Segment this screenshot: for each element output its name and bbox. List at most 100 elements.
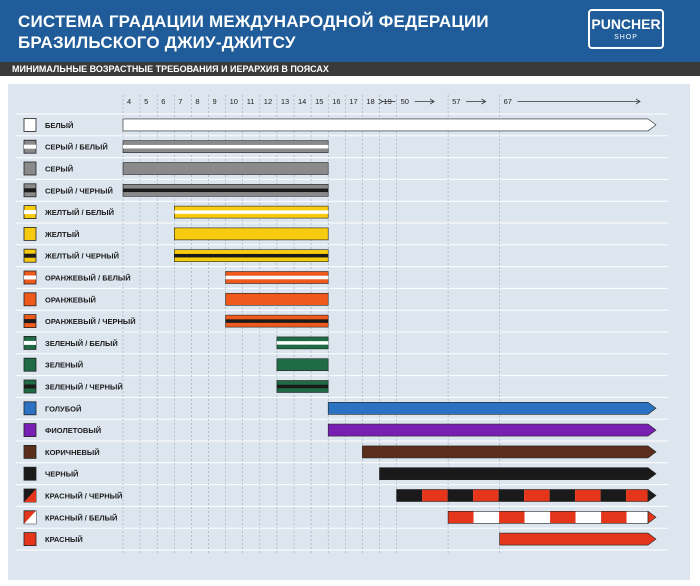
belt-label-1: СЕРЫЙ / БЕЛЫЙ [45,143,108,152]
x-tick-50: 50 [401,97,409,106]
belt-segment-18 [550,511,576,524]
belt-label-10: ЗЕЛЕНЫЙ / БЕЛЫЙ [45,339,118,348]
belt-tip-18 [647,510,657,524]
logo-brand: PUNCHER [591,16,661,32]
x-tick-13: 13 [281,97,289,106]
subtitle-bar: МИНИМАЛЬНЫЕ ВОЗРАСТНЫЕ ТРЕБОВАНИЯ И ИЕРА… [0,62,700,76]
belt-label-12: ЗЕЛЕНЫЙ / ЧЕРНЫЙ [45,383,123,392]
swatch-stripe-1 [24,144,36,149]
swatch-stripe-3 [24,188,36,193]
belt-stripe-7 [225,275,329,280]
x-tick-67: 67 [504,97,512,106]
x-tick-10: 10 [230,97,238,106]
belt-segment-18 [499,511,525,524]
belt-stripe-12 [276,384,329,389]
x-tick-16: 16 [332,97,340,106]
belt-stripe-4 [174,210,329,214]
belt-segment-17 [396,489,423,502]
x-tick-18: 18 [366,97,374,106]
belt-label-18: КРАСНЫЙ / БЕЛЫЙ [45,513,117,522]
belt-tip-17 [647,488,657,503]
belt-outline-17 [396,489,649,502]
belt-segment-17 [422,489,448,502]
x-tick-11: 11 [247,97,255,106]
swatch-14 [23,423,37,438]
swatch-2 [23,161,37,176]
belt-stripe-10 [276,341,329,345]
puncher-logo: PUNCHER SHOP [588,9,664,49]
belt-segment-17 [575,489,601,502]
belt-bar-0 [122,118,657,132]
belt-label-13: ГОЛУБОЙ [45,404,81,413]
belt-bar-19 [499,532,657,546]
swatch-stripe-12 [24,384,36,389]
swatch-diagonal-18 [24,510,36,524]
belt-segment-17 [626,489,648,502]
belt-segment-18 [575,511,602,524]
belt-label-15: КОРИЧНЕВЫЙ [45,448,100,457]
belt-label-8: ОРАНЖЕВЫЙ [45,295,96,304]
belt-bar-13 [327,402,657,415]
belt-segment-18 [473,511,500,524]
belt-label-19: КРАСНЫЙ [45,535,83,544]
belt-segment-17 [498,489,525,502]
belt-segment-18 [626,511,648,524]
swatch-15 [23,444,37,459]
belt-label-5: ЖЕЛТЫЙ [44,230,79,239]
belt-label-3: СЕРЫЙ / ЧЕРНЫЙ [45,186,113,195]
x-tick-5: 5 [144,97,148,106]
belt-label-4: ЖЕЛТЫЙ / БЕЛЫЙ [44,208,114,217]
belt-bar-5 [174,227,329,241]
belt-label-2: СЕРЫЙ [45,165,73,174]
swatch-5 [23,226,37,241]
belt-stripe-9 [225,319,329,323]
belt-segment-17 [524,489,550,502]
belt-segment-18 [601,511,627,524]
belt-bar-16 [379,467,657,480]
belt-label-16: ЧЕРНЫЙ [45,470,78,479]
swatch-19 [23,532,37,546]
belt-label-7: ОРАНЖЕВЫЙ / БЕЛЫЙ [45,274,131,283]
x-tick-8: 8 [195,97,199,106]
belt-bar-2 [122,162,329,175]
x-tick-57: 57 [452,97,460,106]
x-tick-9: 9 [213,97,217,106]
title-line-1: СИСТЕМА ГРАДАЦИИ МЕЖДУНАРОДНОЙ ФЕДЕРАЦИИ [18,12,489,31]
swatch-stripe-6 [24,253,36,258]
belt-segment-18 [524,511,551,524]
logo-sub: SHOP [614,34,638,41]
belt-label-14: ФИОЛЕТОВЫЙ [45,426,101,435]
x-tick-6: 6 [161,97,165,106]
swatch-stripe-9 [24,319,36,324]
swatch-stripe-10 [24,340,36,345]
title-line-2: БРАЗИЛЬСКОГО ДЖИУ-ДЖИТСУ [18,33,296,52]
belt-bar-14 [327,423,657,437]
belt-segment-17 [473,489,499,502]
belt-label-17: КРАСНЫЙ / ЧЕРНЫЙ [45,492,122,501]
swatch-0 [23,118,37,132]
belt-outline-18 [447,510,649,524]
x-tick-17: 17 [349,97,357,106]
belt-bar-11 [276,358,329,372]
swatch-diagonal-17 [24,489,36,502]
belt-segment-17 [600,489,627,502]
x-tick-14: 14 [298,97,306,106]
swatch-8 [23,292,37,307]
belt-label-6: ЖЕЛТЫЙ / ЧЕРНЫЙ [44,252,119,261]
belt-label-11: ЗЕЛЕНЫЙ [45,361,83,370]
x-tick-12: 12 [264,97,272,106]
belt-label-0: БЕЛЫЙ [45,121,73,130]
x-tick-4: 4 [127,97,131,106]
swatch-stripe-4 [24,210,36,215]
swatch-11 [23,357,37,372]
arrow-57-head [481,98,487,105]
belt-segment-18 [448,511,474,524]
belt-bar-8 [225,292,329,306]
x-tick-15: 15 [315,97,323,106]
header: СИСТЕМА ГРАДАЦИИ МЕЖДУНАРОДНОЙ ФЕДЕРАЦИИ… [0,0,700,62]
belt-stripe-1 [123,144,329,149]
belt-label-9: ОРАНЖЕВЫЙ / ЧЕРНЫЙ [45,317,136,326]
arrow-67-head [635,98,641,105]
